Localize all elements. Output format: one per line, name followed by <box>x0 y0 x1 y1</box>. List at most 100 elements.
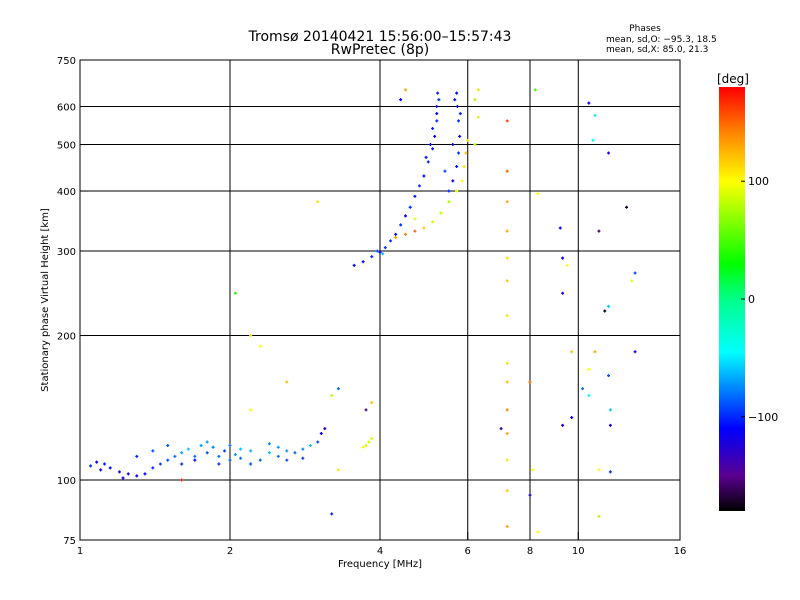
data-point <box>166 444 170 448</box>
x-tick-label: 2 <box>227 546 233 557</box>
data-point <box>399 98 403 102</box>
y-axis-ticks: 75 100 200 300 400 500 600 750 <box>57 56 88 547</box>
data-point <box>276 454 280 458</box>
legend-title: Phases <box>629 24 661 34</box>
data-point <box>135 454 139 458</box>
data-point <box>308 444 312 448</box>
x-axis-ticks: 1 2 4 6 8 10 16 <box>77 532 686 557</box>
data-point <box>531 468 535 472</box>
data-point <box>199 444 203 448</box>
data-point <box>276 445 280 449</box>
data-point <box>561 256 565 260</box>
data-point <box>558 226 562 230</box>
data-point <box>422 226 426 230</box>
data-point <box>403 88 407 92</box>
data-point <box>597 229 601 233</box>
data-point <box>258 344 262 348</box>
data-point <box>597 468 601 472</box>
data-point <box>180 451 184 455</box>
data-point <box>457 119 461 123</box>
data-point <box>431 220 435 224</box>
data-points <box>89 88 637 534</box>
y-tick-label: 500 <box>57 141 76 152</box>
data-point <box>285 380 289 384</box>
data-point <box>447 200 451 204</box>
data-point <box>330 394 334 398</box>
data-point <box>625 205 629 209</box>
data-point <box>267 451 271 455</box>
data-point <box>249 334 253 338</box>
data-point <box>460 179 464 183</box>
data-point <box>457 151 461 155</box>
y-tick-label: 200 <box>57 332 76 343</box>
data-point <box>108 466 112 470</box>
colorbar-tick-label: −100 <box>748 411 778 424</box>
data-point <box>249 408 253 412</box>
data-point <box>453 98 457 102</box>
data-point <box>603 309 607 313</box>
data-point <box>597 514 601 518</box>
data-point <box>336 387 340 391</box>
data-point <box>462 164 466 168</box>
data-point <box>607 304 611 308</box>
data-point <box>121 476 125 480</box>
data-point <box>565 263 569 267</box>
data-point <box>422 174 426 178</box>
data-point <box>424 155 428 159</box>
colorbar <box>719 87 745 511</box>
y-tick-label: 300 <box>57 247 76 258</box>
data-point <box>431 147 435 151</box>
data-point <box>258 458 262 462</box>
data-point <box>435 105 439 109</box>
data-point <box>443 169 447 173</box>
data-point <box>239 447 243 451</box>
data-point <box>381 252 385 256</box>
data-point <box>193 458 197 462</box>
data-point <box>536 192 540 196</box>
data-point <box>413 194 417 198</box>
data-point <box>451 143 455 147</box>
data-point <box>223 449 227 453</box>
data-point <box>608 408 612 412</box>
data-point <box>458 134 462 138</box>
data-point <box>608 423 612 427</box>
data-point <box>433 134 437 138</box>
data-point <box>505 200 509 204</box>
data-point <box>285 449 289 453</box>
data-point <box>458 112 462 116</box>
data-point <box>505 432 509 436</box>
colorbar-ticks: 100 0 −100 <box>741 175 778 424</box>
data-point <box>505 119 509 123</box>
data-point <box>293 451 297 455</box>
data-point <box>413 217 417 221</box>
data-point <box>466 138 470 142</box>
data-point <box>228 458 232 462</box>
data-point <box>151 449 155 453</box>
data-point <box>399 223 403 227</box>
data-point <box>361 260 365 264</box>
data-point <box>505 489 509 493</box>
data-point <box>330 512 334 516</box>
legend-line-x: mean, sd,X: 85.0, 21.3 <box>606 45 708 55</box>
data-point <box>408 205 412 209</box>
data-point <box>205 451 209 455</box>
data-point <box>316 200 320 204</box>
data-point <box>319 432 323 436</box>
y-tick-label: 400 <box>57 187 76 198</box>
colorbar-tick-label: 0 <box>748 293 755 306</box>
x-tick-label: 1 <box>77 546 83 557</box>
x-tick-label: 4 <box>377 546 383 557</box>
data-point <box>431 126 435 130</box>
data-point <box>607 374 611 378</box>
data-point <box>455 164 459 168</box>
data-point <box>364 444 368 448</box>
data-point <box>455 189 459 193</box>
data-point <box>267 442 271 446</box>
data-point <box>417 184 421 188</box>
data-point <box>95 460 99 464</box>
data-point <box>364 408 368 412</box>
y-tick-label: 750 <box>57 56 76 67</box>
data-point <box>451 179 455 183</box>
data-point <box>323 427 327 431</box>
data-point <box>352 263 356 267</box>
